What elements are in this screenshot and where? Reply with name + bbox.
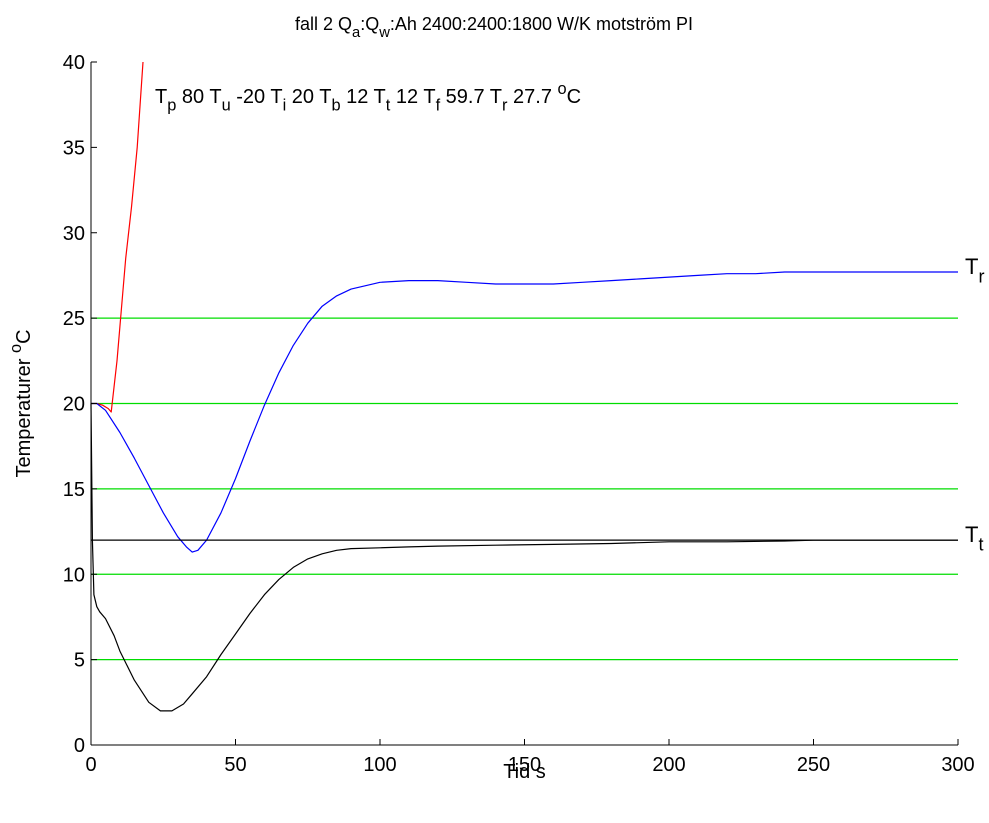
text-run: :Ah 2400:2400:1800 W/K motström PI <box>390 14 693 34</box>
text-run: 12 T <box>341 86 386 108</box>
text-run: 80 T <box>176 86 221 108</box>
text-run: T <box>155 86 167 108</box>
y-axis-label: Temperaturer o​C <box>7 329 35 477</box>
text-run: C <box>13 329 35 343</box>
superscript: o <box>558 80 567 98</box>
text-run: Temperaturer <box>13 353 35 478</box>
x-tick-label: 100 <box>363 754 396 776</box>
subscript: r <box>502 97 508 115</box>
subscript: t <box>978 534 983 554</box>
subscript: b <box>331 97 340 115</box>
subscript: p <box>167 97 176 115</box>
chart-text: 0 5 10 15 20 25 30 35 40 0 50 100 150 200 250 300 fall 2… <box>7 14 984 783</box>
subscript: a <box>352 25 361 41</box>
y-tick-label: 25 <box>63 308 85 330</box>
y-tick-label: 0 <box>74 735 85 757</box>
series-line <box>91 271 958 553</box>
subscript: i <box>283 97 287 115</box>
superscript: o <box>7 344 25 353</box>
y-tick-label: 30 <box>63 223 85 245</box>
x-tick-label: 300 <box>941 754 974 776</box>
text-run: T <box>965 254 978 279</box>
text-run: fall 2 Q <box>295 14 352 34</box>
text-run: 12 T <box>390 86 435 108</box>
text-run: :Q <box>360 14 379 34</box>
subscript: u <box>222 97 231 115</box>
series-line <box>91 61 144 413</box>
series-end-label: Tr​ <box>965 254 984 286</box>
y-tick-label: 40 <box>63 52 85 74</box>
text-run: 59.7 T <box>440 86 502 108</box>
x-axis-label: Tid s <box>503 761 546 783</box>
series-line <box>90 403 958 712</box>
axes <box>90 61 959 746</box>
text-run: C <box>567 86 581 108</box>
text-run: 27.7 <box>508 86 558 108</box>
chart-title: fall 2 Qa​:Qw​:Ah 2400:2400:1800 W/K mot… <box>295 14 693 41</box>
subscript: w <box>378 25 390 41</box>
text-run: 20 T <box>286 86 331 108</box>
y-tick-label: 20 <box>63 394 85 416</box>
subscript: f <box>436 97 441 115</box>
x-tick-label: 50 <box>224 754 246 776</box>
series-end-label: Tt​ <box>965 522 983 554</box>
reference-lines <box>91 317 958 661</box>
parameter-annotation: Tp​ 80 Tu​ -20 Ti​ 20 Tb​ 12 Tt​ 12 Tf​ … <box>155 80 581 115</box>
text-run: -20 T <box>231 86 283 108</box>
y-tick-label: 35 <box>63 137 85 159</box>
x-tick-label: 250 <box>797 754 830 776</box>
y-tick-label: 15 <box>63 479 85 501</box>
series-lines <box>90 61 958 712</box>
subscript: t <box>386 97 391 115</box>
y-tick-label: 10 <box>63 564 85 586</box>
x-tick-label: 0 <box>85 754 96 776</box>
text-run: T <box>965 522 978 547</box>
subscript: r <box>978 266 984 286</box>
y-tick-label: 5 <box>74 650 85 672</box>
x-tick-label: 200 <box>652 754 685 776</box>
x-tick-label: 150 <box>508 754 541 776</box>
